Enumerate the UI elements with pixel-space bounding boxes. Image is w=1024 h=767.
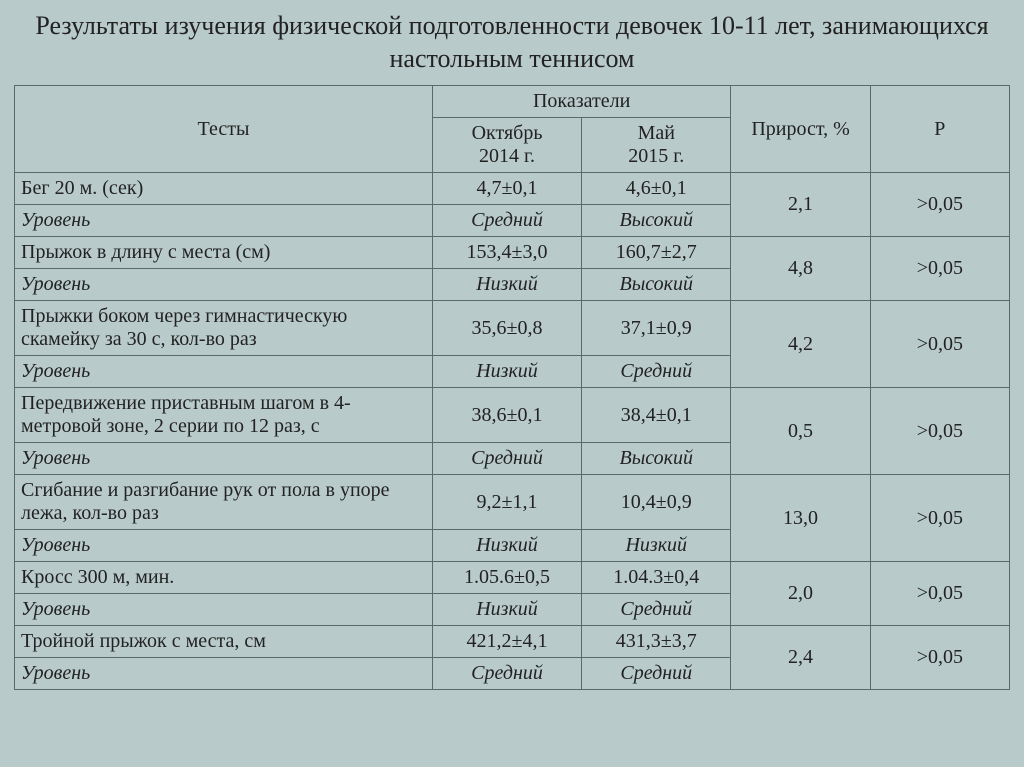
cell-growth: 4,8 bbox=[731, 237, 870, 301]
cell-v1: 35,6±0,8 bbox=[432, 301, 581, 356]
cell-level-v1: Низкий bbox=[432, 594, 581, 626]
cell-level-v2: Средний bbox=[582, 658, 731, 690]
cell-p: >0,05 bbox=[870, 388, 1009, 475]
page-title: Результаты изучения физической подготовл… bbox=[14, 10, 1010, 75]
cell-p: >0,05 bbox=[870, 173, 1009, 237]
cell-level-v2: Высокий bbox=[582, 205, 731, 237]
cell-level-v1: Низкий bbox=[432, 356, 581, 388]
cell-test: Прыжок в длину с места (см) bbox=[15, 237, 433, 269]
cell-v1: 421,2±4,1 bbox=[432, 626, 581, 658]
table-row: Передвижение приставным шагом в 4-метров… bbox=[15, 388, 1010, 443]
cell-v2: 4,6±0,1 bbox=[582, 173, 731, 205]
th-indicators: Показатели bbox=[432, 86, 731, 118]
cell-p: >0,05 bbox=[870, 626, 1009, 690]
cell-test: Бег 20 м. (сек) bbox=[15, 173, 433, 205]
cell-level-v2: Высокий bbox=[582, 443, 731, 475]
cell-v1: 1.05.6±0,5 bbox=[432, 562, 581, 594]
cell-test: Прыжки боком через гимнастическую скамей… bbox=[15, 301, 433, 356]
cell-test: Тройной прыжок с места, см bbox=[15, 626, 433, 658]
cell-p: >0,05 bbox=[870, 301, 1009, 388]
th-p: P bbox=[870, 86, 1009, 173]
cell-growth: 0,5 bbox=[731, 388, 870, 475]
cell-growth: 2,1 bbox=[731, 173, 870, 237]
th-period2-l1: Май bbox=[638, 122, 675, 144]
cell-v2: 10,4±0,9 bbox=[582, 475, 731, 530]
cell-v2: 37,1±0,9 bbox=[582, 301, 731, 356]
table-row: Сгибание и разгибание рук от пола в упор… bbox=[15, 475, 1010, 530]
results-table: Тесты Показатели Прирост, % P Октябрь 20… bbox=[14, 85, 1010, 690]
cell-level-v1: Средний bbox=[432, 658, 581, 690]
cell-v2: 431,3±3,7 bbox=[582, 626, 731, 658]
cell-test: Кросс 300 м, мин. bbox=[15, 562, 433, 594]
cell-level-label: Уровень bbox=[15, 658, 433, 690]
th-period2-l2: 2015 г. bbox=[628, 145, 684, 167]
th-period1-l1: Октябрь bbox=[472, 122, 543, 144]
cell-level-v2: Средний bbox=[582, 356, 731, 388]
table-row: Кросс 300 м, мин.1.05.6±0,51.04.3±0,42,0… bbox=[15, 562, 1010, 594]
cell-level-v2: Средний bbox=[582, 594, 731, 626]
cell-level-v1: Средний bbox=[432, 443, 581, 475]
cell-growth: 2,0 bbox=[731, 562, 870, 626]
cell-v2: 1.04.3±0,4 bbox=[582, 562, 731, 594]
cell-level-label: Уровень bbox=[15, 356, 433, 388]
table-row: Бег 20 м. (сек)4,7±0,14,6±0,12,1>0,05 bbox=[15, 173, 1010, 205]
cell-level-label: Уровень bbox=[15, 269, 433, 301]
cell-p: >0,05 bbox=[870, 475, 1009, 562]
cell-level-v1: Средний bbox=[432, 205, 581, 237]
cell-p: >0,05 bbox=[870, 562, 1009, 626]
th-period1-l2: 2014 г. bbox=[479, 145, 535, 167]
cell-test: Сгибание и разгибание рук от пола в упор… bbox=[15, 475, 433, 530]
cell-v2: 38,4±0,1 bbox=[582, 388, 731, 443]
cell-test: Передвижение приставным шагом в 4-метров… bbox=[15, 388, 433, 443]
cell-v1: 4,7±0,1 bbox=[432, 173, 581, 205]
cell-level-v2: Низкий bbox=[582, 530, 731, 562]
cell-growth: 13,0 bbox=[731, 475, 870, 562]
cell-p: >0,05 bbox=[870, 237, 1009, 301]
cell-level-v2: Высокий bbox=[582, 269, 731, 301]
table-row: Тройной прыжок с места, см421,2±4,1431,3… bbox=[15, 626, 1010, 658]
table-row: Прыжки боком через гимнастическую скамей… bbox=[15, 301, 1010, 356]
cell-level-v1: Низкий bbox=[432, 530, 581, 562]
cell-v1: 9,2±1,1 bbox=[432, 475, 581, 530]
th-growth: Прирост, % bbox=[731, 86, 870, 173]
th-period2: Май 2015 г. bbox=[582, 118, 731, 173]
cell-v1: 153,4±3,0 bbox=[432, 237, 581, 269]
cell-level-label: Уровень bbox=[15, 530, 433, 562]
cell-v1: 38,6±0,1 bbox=[432, 388, 581, 443]
table-body: Бег 20 м. (сек)4,7±0,14,6±0,12,1>0,05Уро… bbox=[15, 173, 1010, 690]
th-tests: Тесты bbox=[15, 86, 433, 173]
cell-growth: 2,4 bbox=[731, 626, 870, 690]
cell-level-label: Уровень bbox=[15, 594, 433, 626]
cell-growth: 4,2 bbox=[731, 301, 870, 388]
cell-v2: 160,7±2,7 bbox=[582, 237, 731, 269]
th-period1: Октябрь 2014 г. bbox=[432, 118, 581, 173]
cell-level-v1: Низкий bbox=[432, 269, 581, 301]
cell-level-label: Уровень bbox=[15, 205, 433, 237]
cell-level-label: Уровень bbox=[15, 443, 433, 475]
table-row: Прыжок в длину с места (см)153,4±3,0160,… bbox=[15, 237, 1010, 269]
